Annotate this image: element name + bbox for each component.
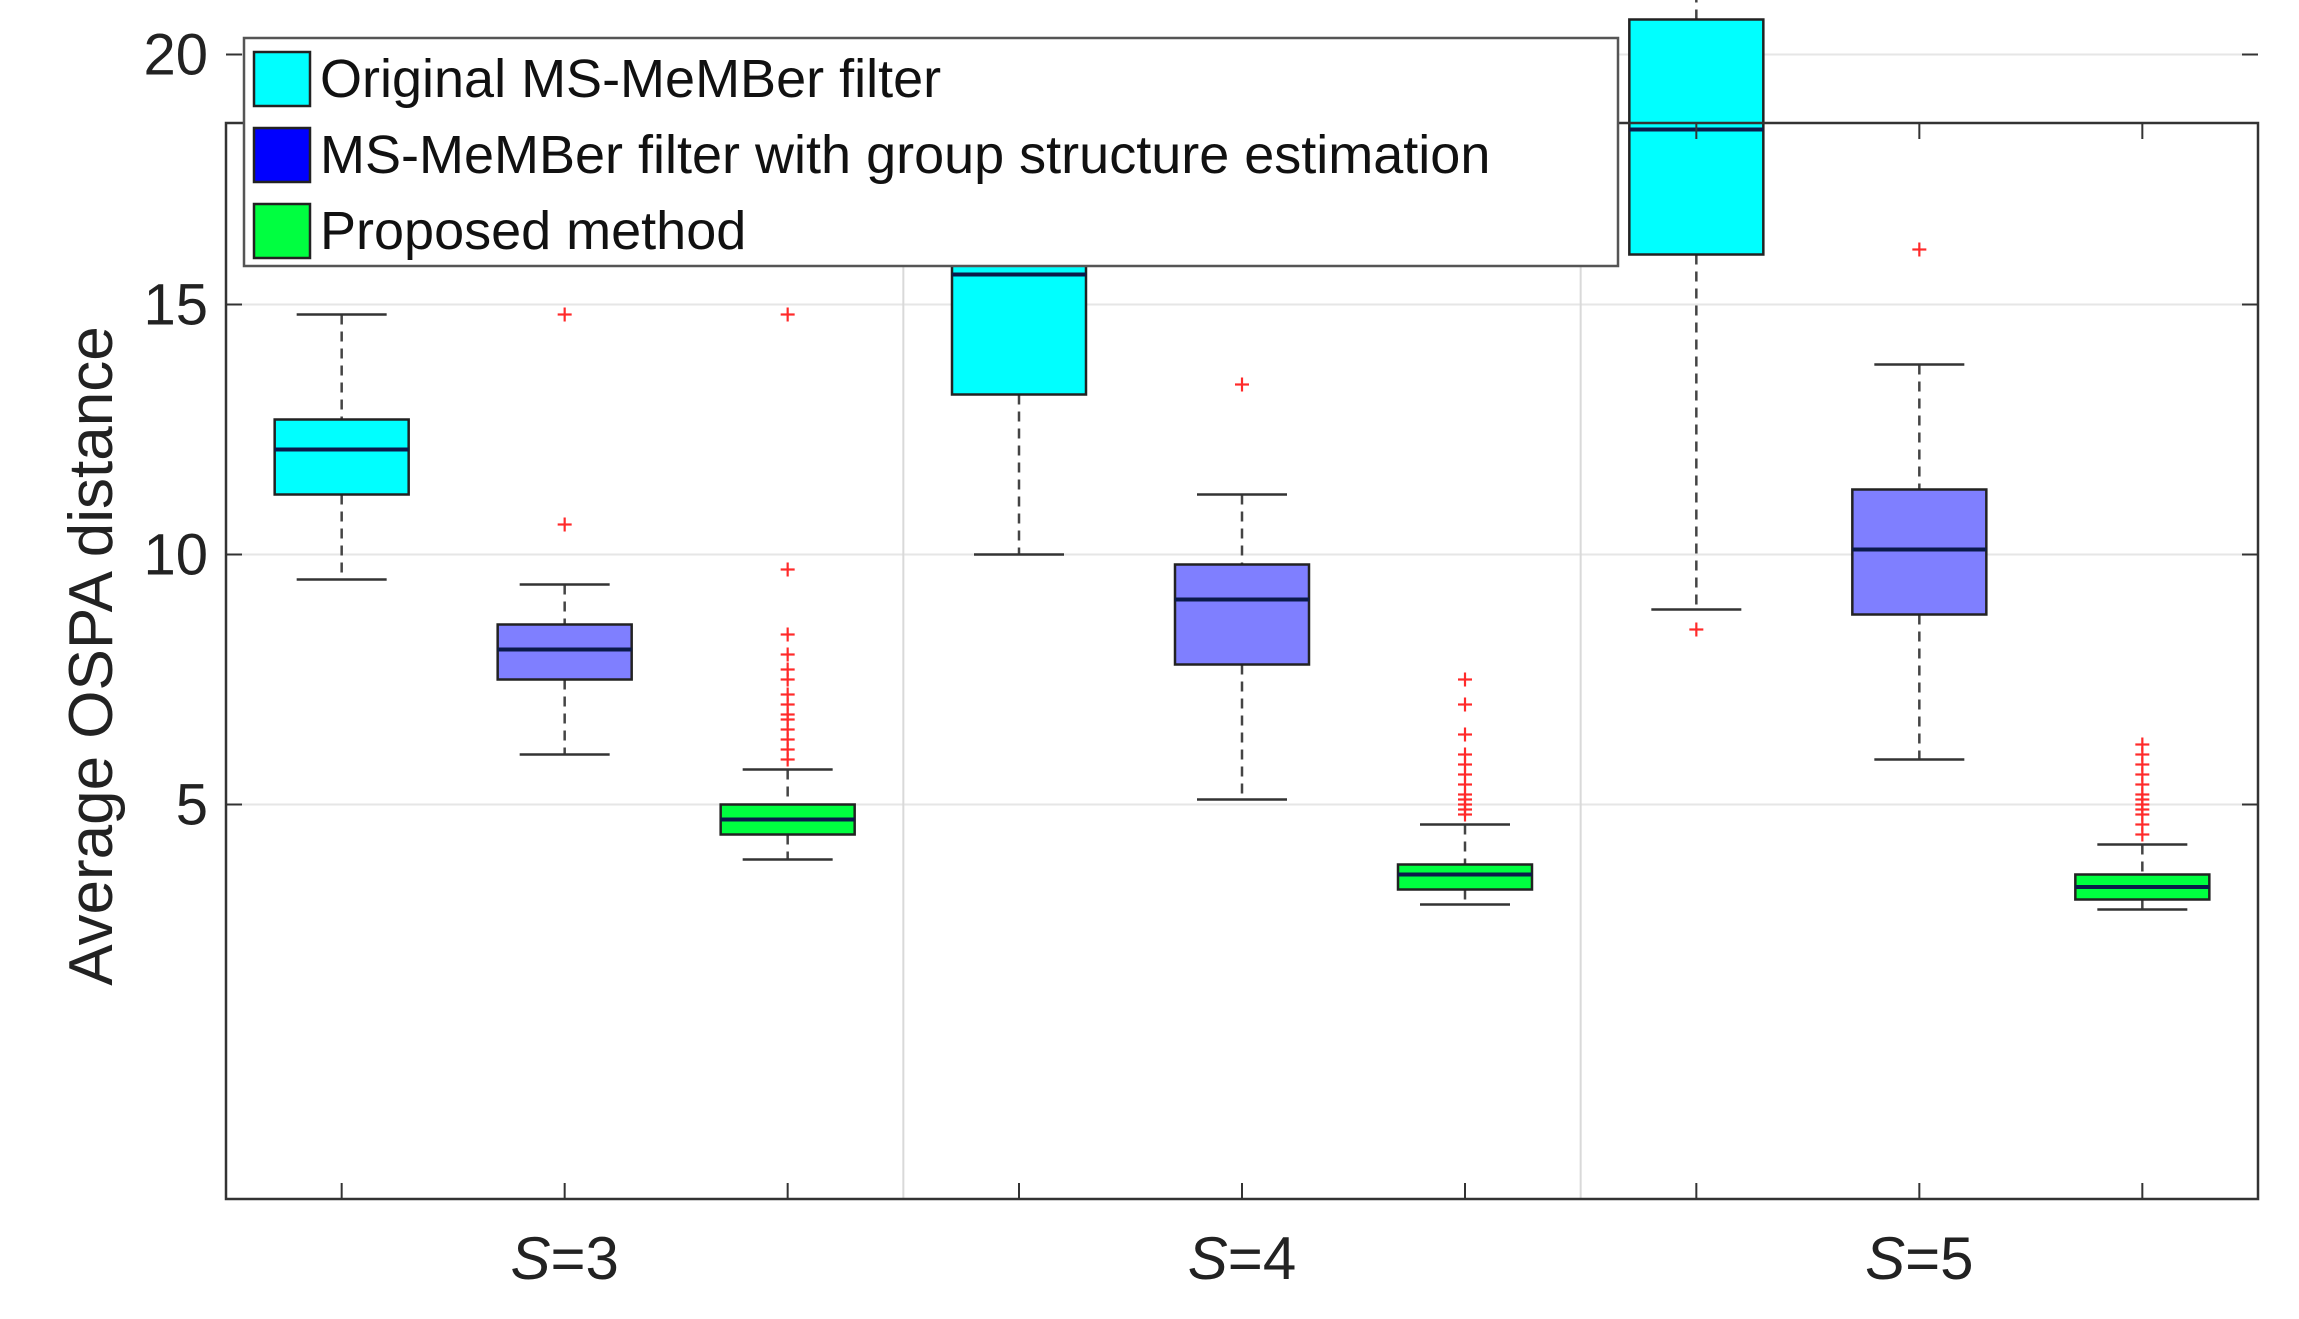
outlier-point <box>780 562 795 577</box>
outlier-point <box>1458 697 1472 712</box>
y-tick-label: 15 <box>143 273 208 338</box>
y-tick-label: 20 <box>143 23 208 88</box>
box-2-2 <box>2074 737 2211 911</box>
outlier-point <box>557 517 572 532</box>
box-1-1 <box>1173 102 1311 801</box>
legend-swatch-0 <box>252 50 312 108</box>
group-label-italic: S <box>1188 1225 1228 1292</box>
box-1-2 <box>1851 242 1988 761</box>
outlier-point <box>1458 727 1472 742</box>
outlier-point <box>780 307 795 322</box>
box-1-0 <box>496 47 633 756</box>
box-0-0 <box>273 313 410 581</box>
legend-swatch-2 <box>252 202 312 260</box>
y-tick-label: 10 <box>143 523 208 588</box>
box-iqr <box>1851 488 1988 616</box>
box-2-1 <box>1396 672 1534 906</box>
group-label-rest: =5 <box>1905 1225 1973 1292</box>
y-axis-label: Average OSPA distance <box>57 326 126 985</box>
box-iqr <box>1173 563 1311 666</box>
group-labels: S=3 S=4 S=5 <box>510 1225 1973 1292</box>
box-iqr <box>273 418 410 496</box>
outlier-point <box>2135 737 2150 752</box>
outlier-point <box>1689 622 1704 637</box>
box-iqr <box>1396 863 1534 891</box>
outlier-point <box>1458 747 1472 762</box>
group-label-2: S=5 <box>1865 1225 1973 1292</box>
outlier-point <box>780 627 795 642</box>
legend-box <box>242 36 1620 268</box>
group-label-italic: S <box>1865 1225 1905 1292</box>
group-separators <box>902 123 1582 1199</box>
legend: Original MS-MeMBer filter MS-MeMBer filte… <box>242 36 1620 268</box>
outlier-point <box>1235 377 1249 392</box>
outlier-point <box>780 687 795 702</box>
group-label-rest: =4 <box>1228 1225 1296 1292</box>
legend-swatch-1 <box>252 126 312 184</box>
outlier-point <box>1912 242 1927 257</box>
group-label-0: S=3 <box>510 1225 618 1292</box>
outlier-point <box>780 647 795 662</box>
legend-label-1: MS-MeMBer filter with group structure es… <box>320 125 1490 185</box>
y-tick-label: 5 <box>176 773 208 838</box>
legend-label-2: Proposed method <box>320 201 746 261</box>
group-label-italic: S <box>510 1225 550 1292</box>
box-2-0 <box>719 307 856 861</box>
legend-label-0: Original MS-MeMBer filter <box>320 49 941 109</box>
box-iqr <box>496 623 633 681</box>
y-axis: 5 10 15 20 <box>143 23 2258 838</box>
group-label-rest: =3 <box>550 1225 618 1292</box>
outlier-point <box>1458 672 1472 687</box>
outlier-point <box>557 307 572 322</box>
group-label-1: S=4 <box>1188 1225 1296 1292</box>
outlier-point <box>780 662 795 677</box>
